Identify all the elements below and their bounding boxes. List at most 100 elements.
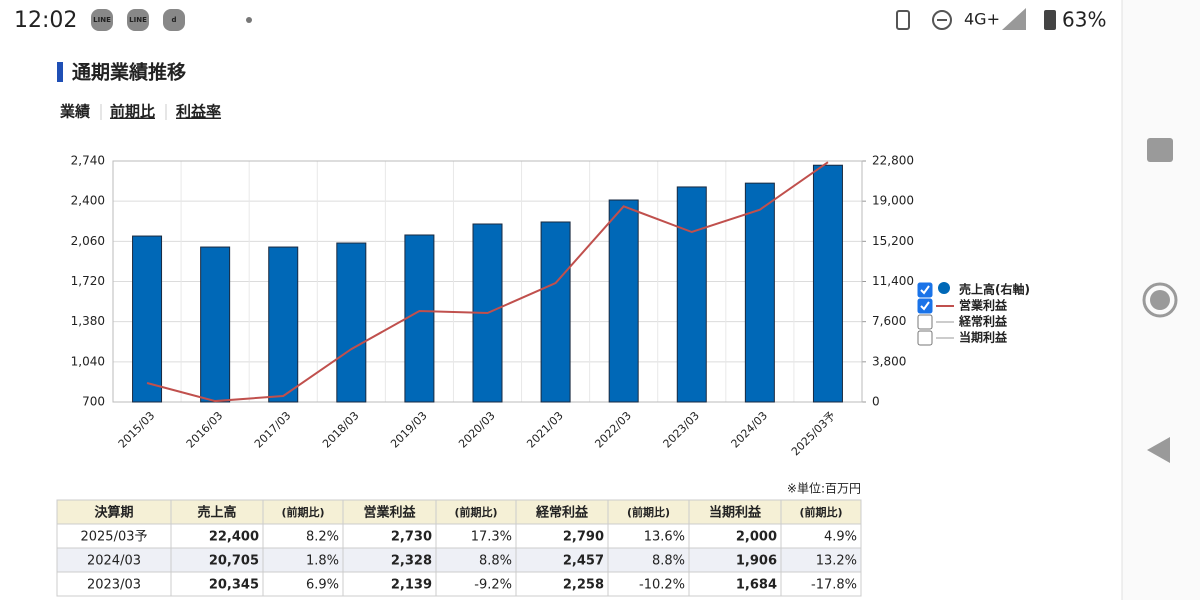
x-tick-label: 2022/03 <box>592 409 634 451</box>
more-notifications <box>246 17 252 23</box>
x-tick-label: 2017/03 <box>252 409 294 451</box>
table-cell: 2,457 <box>563 554 604 569</box>
table-cell: 20,705 <box>209 554 259 569</box>
table-cell: 2,258 <box>563 578 604 593</box>
clock: 12:02 <box>14 8 77 33</box>
table-cell: 13.2% <box>816 554 857 569</box>
notification-icon <box>91 9 113 31</box>
table-cell: 2,730 <box>391 530 432 545</box>
home-button[interactable] <box>1142 282 1178 318</box>
legend-marker <box>938 282 950 294</box>
y2-tick-label: 19,000 <box>872 194 914 208</box>
tab-link[interactable]: 前期比 <box>110 103 155 121</box>
bar <box>200 246 231 403</box>
y-tick-label: 1,040 <box>71 354 105 368</box>
line <box>146 161 829 403</box>
network-type: 4G+ <box>964 10 1000 29</box>
notification-label: d <box>171 16 176 24</box>
table-cell: 2023/03 <box>87 578 141 593</box>
table-cell: -9.2% <box>474 578 512 593</box>
table-row <box>56 571 862 597</box>
legend-label: 当期利益 <box>959 330 1008 345</box>
x-tick-label: 2024/03 <box>729 409 771 451</box>
table-row <box>56 547 862 573</box>
legend-label: 営業利益 <box>959 298 1008 313</box>
table-cell: 1,684 <box>736 578 777 593</box>
tab-active[interactable]: 業績 <box>59 103 91 121</box>
notification-icon <box>163 9 185 31</box>
legend-label: 売上高(右軸) <box>959 282 1030 297</box>
recents-button[interactable] <box>1147 138 1173 162</box>
table-cell: 8.2% <box>306 530 339 545</box>
legend-checkbox[interactable] <box>917 330 933 346</box>
table-cell: 13.6% <box>644 530 685 545</box>
table-cell: -17.8% <box>811 578 857 593</box>
bar <box>812 164 843 403</box>
table-cell: 2,790 <box>563 530 604 545</box>
table-header-cell: (前期比) <box>627 505 670 519</box>
table-header-cell: (前期比) <box>281 505 324 519</box>
table-header-cell: 営業利益 <box>363 505 416 521</box>
x-tick-label: 2025/03予 <box>789 409 838 458</box>
y-tick-label: 1,380 <box>71 314 105 328</box>
table-cell: 2024/03 <box>87 554 141 569</box>
home-button-dot <box>1150 290 1170 310</box>
bar <box>744 182 775 403</box>
y2-tick-label: 0 <box>872 395 880 409</box>
table-header-cell: (前期比) <box>799 505 842 519</box>
table-cell: -10.2% <box>639 578 685 593</box>
x-tick-label: 2015/03 <box>116 409 158 451</box>
table-row <box>56 499 862 525</box>
bar <box>268 246 299 403</box>
unit-note: ※単位:百万円 <box>787 482 861 496</box>
y2-tick-label: 22,800 <box>872 154 914 168</box>
y-tick-label: 1,720 <box>71 274 105 288</box>
y2-tick-label: 3,800 <box>872 354 906 368</box>
x-tick-label: 2023/03 <box>661 409 703 451</box>
title-marker <box>57 62 63 82</box>
notification-label: LINE <box>129 16 147 24</box>
y2-tick-label: 11,400 <box>872 274 914 288</box>
table-cell: 2,000 <box>736 530 777 545</box>
table-cell: 8.8% <box>652 554 685 569</box>
table-cell: 2,328 <box>391 554 432 569</box>
bar <box>540 221 571 403</box>
back-button[interactable] <box>1147 437 1170 463</box>
table-cell: 1.8% <box>306 554 339 569</box>
y2-tick-label: 15,200 <box>872 234 914 248</box>
legend-check <box>920 301 930 311</box>
bar <box>132 235 163 403</box>
table-header-cell: (前期比) <box>454 505 497 519</box>
y-tick-label: 2,060 <box>71 234 105 248</box>
battery-level: 63% <box>1062 8 1106 32</box>
signal-icon <box>1002 8 1026 30</box>
table-header-cell: 売上高 <box>197 505 236 521</box>
x-tick-label: 2018/03 <box>320 409 362 451</box>
y-tick-label: 2,400 <box>71 194 105 208</box>
bar <box>676 186 707 403</box>
legend-label: 経常利益 <box>958 314 1008 329</box>
table-cell: 2025/03予 <box>80 530 147 545</box>
table-cell: 6.9% <box>306 578 339 593</box>
table-cell: 8.8% <box>479 554 512 569</box>
notification-label: LINE <box>93 16 111 24</box>
bar <box>336 242 367 403</box>
y2-tick-label: 7,600 <box>872 314 906 328</box>
notification-icon <box>127 9 149 31</box>
page-title: 通期業績推移 <box>72 61 186 84</box>
tab-link[interactable]: 利益率 <box>176 103 221 121</box>
vibrate-icon <box>896 10 910 30</box>
bar <box>608 199 639 403</box>
legend-check <box>920 285 930 295</box>
table-header-cell: 経常利益 <box>535 505 589 521</box>
y-tick-label: 2,740 <box>71 154 105 168</box>
table-cell: 20,345 <box>209 578 259 593</box>
y-tick-label: 700 <box>82 395 105 409</box>
table-header-cell: 決算期 <box>94 505 133 521</box>
table-cell: 1,906 <box>736 554 777 569</box>
legend-checkbox[interactable] <box>917 314 933 330</box>
x-tick-label: 2020/03 <box>456 409 498 451</box>
x-tick-label: 2021/03 <box>524 409 566 451</box>
table-cell: 2,139 <box>391 578 432 593</box>
